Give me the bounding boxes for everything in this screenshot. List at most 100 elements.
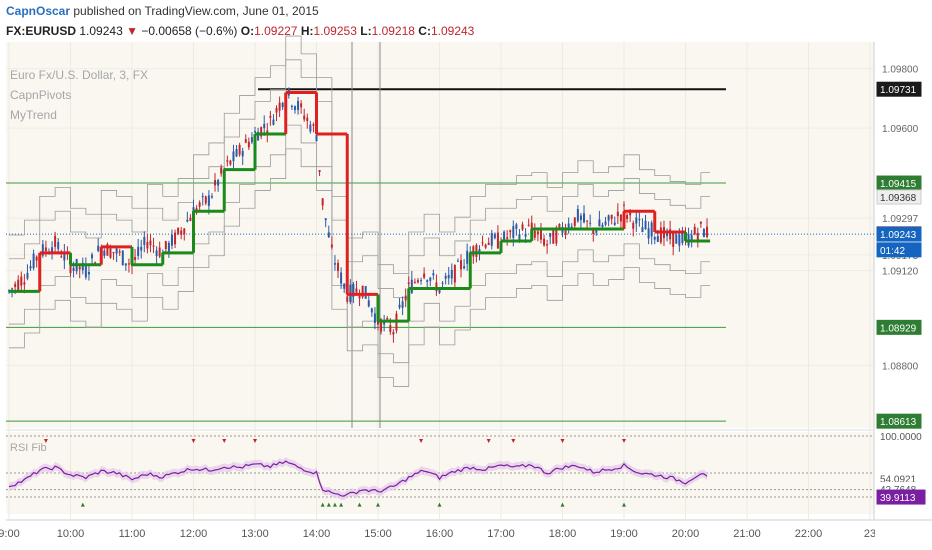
candle-body	[503, 231, 506, 241]
candle-body	[17, 279, 20, 291]
rsi-buy-marker	[320, 502, 325, 507]
time-tick-label: 11:00	[119, 528, 146, 540]
candle-body	[217, 180, 220, 186]
candle-body	[527, 224, 530, 226]
time-tick-label: 20:00	[672, 528, 700, 540]
candle-body	[232, 151, 235, 162]
candle-body	[456, 260, 459, 262]
price-tick-label: 1.09297	[882, 214, 919, 225]
candle-body	[463, 266, 466, 269]
candle-body	[693, 226, 696, 235]
candle-body	[607, 215, 610, 221]
candle-body	[370, 308, 373, 313]
candle-body	[653, 236, 656, 240]
envelope-band	[9, 148, 711, 387]
time-tick-label: 18:00	[549, 528, 577, 540]
time-tick-label: 19:00	[610, 528, 638, 540]
candle-body	[72, 267, 75, 271]
candle-body	[330, 244, 333, 248]
candle-body	[321, 198, 324, 206]
rsi-sell-marker	[486, 439, 491, 443]
candle-body	[407, 282, 410, 285]
candle-body	[300, 103, 303, 108]
price-tag	[876, 319, 922, 335]
candle-body	[398, 304, 401, 308]
candle-body	[103, 250, 106, 256]
rsi-tick-label: 54.0921	[880, 474, 917, 485]
price-tag	[876, 413, 922, 429]
candle-body	[343, 283, 346, 289]
rsi-buy-marker	[357, 502, 362, 507]
change-value: −0.00658 (−0.6%)	[141, 24, 238, 38]
candle-body	[432, 273, 435, 276]
candle-body	[429, 277, 432, 281]
candle-body	[380, 319, 383, 332]
candle-body	[204, 196, 207, 204]
time-tick-label: 21:00	[733, 528, 761, 540]
candle-body	[272, 119, 275, 125]
author-name[interactable]: CapnOscar	[6, 4, 71, 18]
candle-body	[539, 230, 542, 240]
price-tag	[876, 81, 922, 97]
candle-body	[177, 227, 180, 234]
candle-body	[702, 228, 705, 237]
candle-body	[515, 224, 518, 229]
candle-body	[201, 196, 204, 198]
candle-body	[158, 247, 161, 257]
candle-body	[174, 232, 177, 245]
candle-body	[306, 117, 309, 122]
candle-body	[367, 300, 370, 307]
candle-body	[257, 131, 260, 141]
price-tag-label: 1.09731	[880, 85, 917, 96]
candle-body	[109, 248, 112, 258]
envelope-band	[9, 59, 711, 298]
candle-body	[333, 263, 336, 265]
candle-body	[146, 242, 149, 249]
rsi-sell-marker	[560, 439, 565, 443]
low-value: 1.09218	[371, 24, 415, 38]
candle-body	[601, 224, 604, 227]
price-tag-label: 1.08929	[880, 323, 917, 334]
candle-body	[481, 242, 484, 244]
candle-body	[475, 245, 478, 257]
candle-body	[629, 210, 632, 216]
publish-info: published on TradingView.com, June 01, 2…	[73, 4, 319, 18]
open-label: O:	[240, 24, 255, 38]
candle-body	[220, 167, 223, 174]
candle-body	[543, 238, 546, 246]
price-tag-label: 1.08613	[880, 417, 917, 428]
candle-body	[91, 254, 94, 259]
candle-body	[364, 286, 367, 299]
candle-body	[143, 236, 146, 245]
candle-body	[112, 252, 115, 254]
candle-body	[41, 244, 44, 256]
price-axis-background	[874, 42, 932, 550]
candle-body	[266, 130, 269, 134]
price-tag	[876, 226, 922, 242]
candle-body	[315, 134, 318, 142]
candle-body	[576, 208, 579, 222]
price-tick-label: 1.09800	[882, 65, 919, 76]
price-tag-label: 1.09415	[880, 179, 917, 190]
candle-body	[81, 262, 84, 271]
candle-body	[512, 226, 515, 238]
candle-body	[346, 296, 349, 302]
rsi-buy-marker	[332, 502, 337, 507]
legend-rsi: RSI Fib	[10, 442, 47, 454]
rsi-buy-marker	[326, 502, 331, 507]
candle-body	[616, 211, 619, 217]
candle-body	[552, 229, 555, 244]
candle-body	[149, 240, 152, 246]
candle-body	[309, 124, 312, 132]
time-tick-label: 17:00	[487, 528, 515, 540]
candle-body	[438, 288, 441, 293]
candle-body	[269, 115, 272, 118]
candle-body	[226, 160, 229, 162]
rsi-buy-marker	[560, 502, 565, 507]
candle-body	[699, 221, 702, 224]
candle-body	[635, 217, 638, 224]
candle-body	[318, 170, 321, 173]
time-tick-label: 9:00	[0, 528, 20, 540]
candle-body	[97, 245, 100, 251]
